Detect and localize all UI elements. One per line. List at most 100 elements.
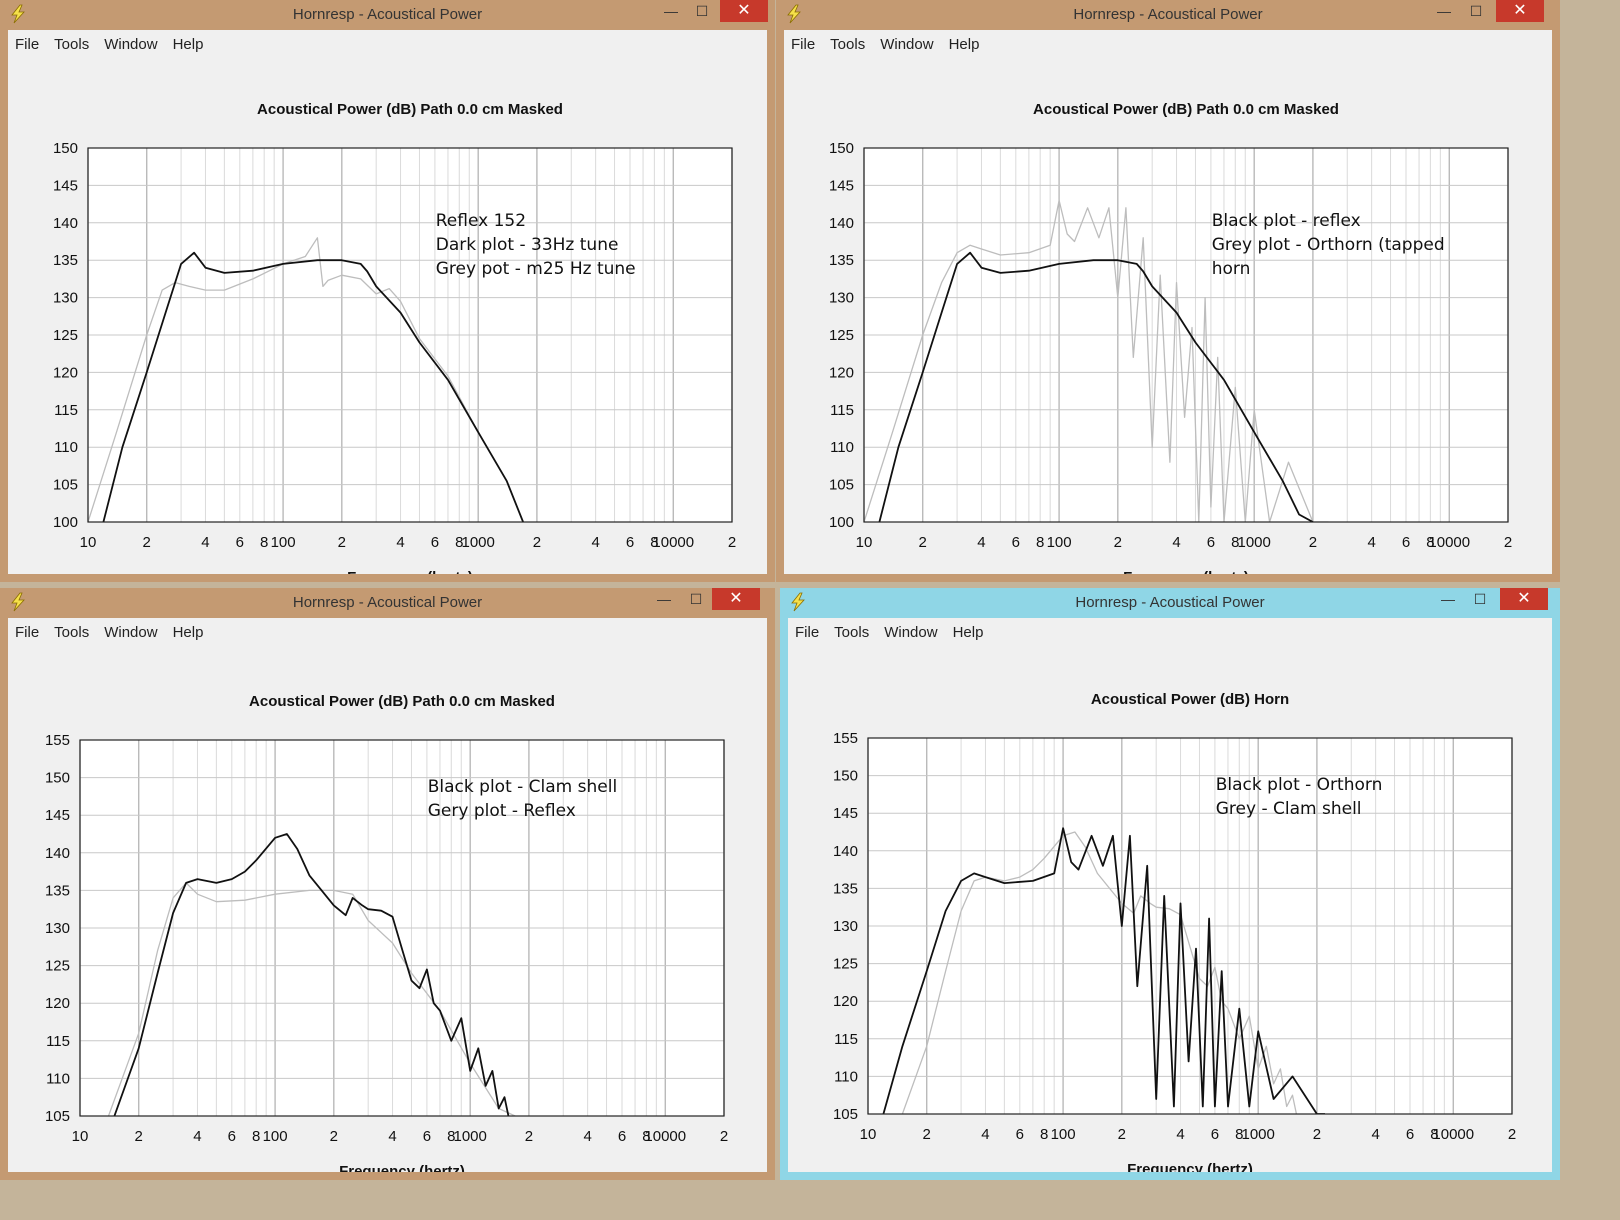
menu-window[interactable]: Window [104,36,158,53]
minimize-button[interactable]: — [1441,591,1455,607]
x-tick-label: 8 [1040,1126,1048,1143]
x-tick-label: 6 [1211,1126,1219,1143]
y-tick-label: 145 [833,805,858,822]
series-line-grey [901,831,1304,1114]
plot-area: File Tools Window Help Acoustical Power (dB… [8,618,767,1172]
window-orthorn-vs-clamshell: Hornresp - Acoustical Power — ☐ ✕ File To… [780,588,1560,1180]
plot-frame [867,737,1513,1115]
menu-window[interactable]: Window [104,624,158,641]
x-tick-label: 4 [1367,534,1375,551]
y-tick-label: 115 [834,1031,858,1048]
menu-tools[interactable]: Tools [54,36,90,53]
y-tick-label: 150 [45,770,70,787]
window-title: Hornresp - Acoustical Power [292,594,483,611]
y-tick-label: 135 [45,882,70,899]
menu-help[interactable]: Help [952,624,984,641]
menu-file[interactable]: File [15,624,40,641]
x-tick-label: 2 [330,1128,338,1145]
minimize-button[interactable]: — [657,591,671,607]
close-button[interactable]: ✕ [1496,0,1544,22]
x-tick-label: 4 [583,1128,591,1145]
minimize-button[interactable]: — [1437,3,1451,19]
x-tick-label: 100 [1047,534,1072,551]
y-tick-label: 125 [833,956,858,973]
y-tick-label: 155 [833,730,858,747]
x-tick-label: 8 [1231,534,1239,551]
menu-file[interactable]: File [15,36,40,53]
menu-window[interactable]: Window [884,624,938,641]
y-tick-label: 145 [829,177,854,194]
close-button[interactable]: ✕ [720,0,768,22]
x-tick-label: 8 [1235,1126,1243,1143]
y-tick-label: 110 [830,439,854,456]
y-tick-label: 120 [829,364,854,381]
x-tick-label: 8 [1430,1126,1438,1143]
window-clamshell-vs-reflex: Hornresp - Acoustical Power — ☐ ✕ File To… [0,588,775,1180]
x-tick-label: 6 [1012,534,1020,551]
menu-file[interactable]: File [795,624,820,641]
menu-help[interactable]: Help [948,36,980,53]
y-tick-label: 140 [833,843,858,860]
x-tick-label: 8 [1036,534,1044,551]
y-tick-label: 150 [833,768,858,785]
series-line-black [882,827,1325,1114]
plot-area: File Tools Window Help Acoustical Power (dB… [788,618,1552,1172]
y-tick-label: 140 [829,215,854,232]
x-tick-label: 2 [1114,534,1122,551]
title-bar[interactable]: Hornresp - Acoustical Power — ☐ ✕ [0,0,775,30]
series-line-grey [864,199,1329,522]
x-tick-label: 10000 [652,534,694,551]
y-tick-label: 145 [45,807,70,824]
close-button[interactable]: ✕ [712,588,760,610]
maximize-button[interactable]: ☐ [1473,591,1487,607]
x-tick-label: 1000 [453,1128,486,1145]
y-tick-label: 120 [53,364,78,381]
title-bar[interactable]: Hornresp - Acoustical Power — ☐ ✕ [780,588,1560,618]
x-tick-label: 100 [263,1128,288,1145]
x-tick-label: 4 [1176,1126,1184,1143]
menu-tools[interactable]: Tools [54,624,90,641]
y-tick-label: 105 [53,477,78,494]
maximize-button[interactable]: ☐ [695,3,709,19]
lightning-bolt-icon [11,592,25,612]
x-tick-label: 2 [1313,1126,1321,1143]
x-tick-label: 1000 [461,534,494,551]
x-tick-label: 6 [1016,1126,1024,1143]
title-bar[interactable]: Hornresp - Acoustical Power — ☐ ✕ [776,0,1560,30]
x-tick-label: 2 [728,534,736,551]
x-tick-label: 6 [236,534,244,551]
title-bar[interactable]: Hornresp - Acoustical Power — ☐ ✕ [0,588,775,618]
maximize-button[interactable]: ☐ [689,591,703,607]
x-tick-label: 2 [919,534,927,551]
menu-window[interactable]: Window [880,36,934,53]
menu-tools[interactable]: Tools [834,624,870,641]
x-tick-label: 8 [642,1128,650,1145]
y-tick-label: 135 [829,252,854,269]
menu-tools[interactable]: Tools [830,36,866,53]
annotation-text: Black plot - Orthorn [1216,775,1383,795]
maximize-button[interactable]: ☐ [1469,3,1483,19]
minimize-button[interactable]: — [664,3,678,19]
y-tick-label: 130 [53,290,78,307]
y-tick-label: 105 [829,477,854,494]
y-tick-label: 155 [45,732,70,749]
x-tick-label: 4 [1172,534,1180,551]
x-tick-label: 10 [856,534,873,551]
x-tick-label: 100 [1051,1126,1076,1143]
annotation-text: Dark plot - 33Hz tune [436,235,619,255]
x-tick-label: 6 [1406,1126,1414,1143]
y-tick-label: 130 [45,920,70,937]
annotation-text: Grey - Clam shell [1216,799,1362,819]
x-tick-label: 4 [396,534,404,551]
acoustical-power-chart: Acoustical Power (dB) Path 0.0 cm Masked… [53,101,736,574]
series-line-black [113,833,516,1116]
close-button[interactable]: ✕ [1500,588,1548,610]
y-tick-label: 100 [829,514,854,531]
x-tick-label: 10 [72,1128,89,1145]
menu-help[interactable]: Help [172,36,204,53]
y-tick-label: 110 [46,1070,70,1087]
menu-help[interactable]: Help [172,624,204,641]
menu-bar: File Tools Window Help [788,618,1552,646]
plot-frame [79,739,725,1117]
menu-file[interactable]: File [791,36,816,53]
